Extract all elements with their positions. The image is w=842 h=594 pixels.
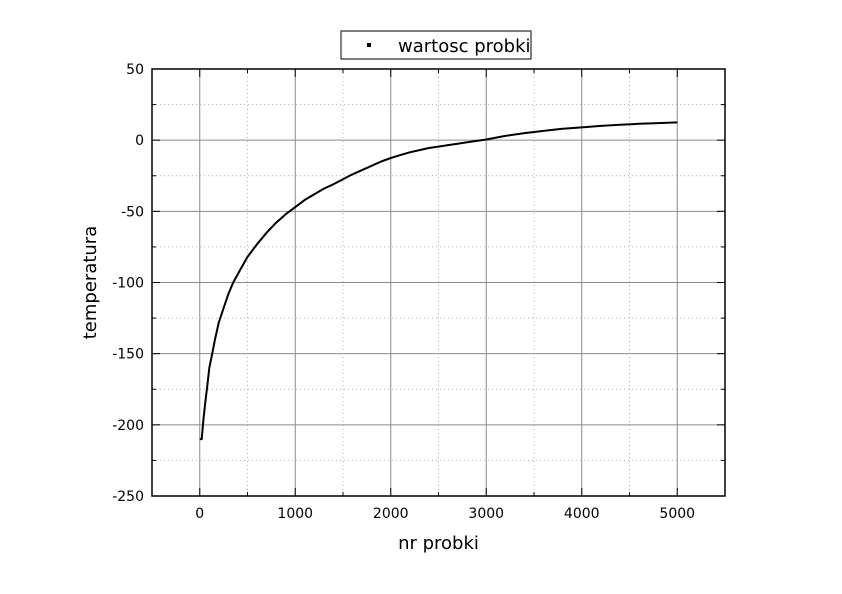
x-tick-label: 0 <box>195 506 204 522</box>
y-axis-label: temperatura <box>80 226 101 340</box>
grid <box>152 69 725 496</box>
legend: wartosc probki <box>340 30 532 60</box>
legend-box <box>340 30 532 60</box>
y-tick-label: -150 <box>112 347 144 363</box>
x-tick-label: 3000 <box>468 506 504 522</box>
x-tick-label: 2000 <box>373 506 409 522</box>
x-tick-label: 1000 <box>277 506 313 522</box>
series-line <box>199 121 678 441</box>
y-tick-label: -50 <box>121 204 144 220</box>
legend-marker <box>367 43 371 47</box>
y-tick-labels: 50 0 -50 -100 -150 -200 -250 <box>112 62 144 505</box>
x-tick-label: 5000 <box>659 506 695 522</box>
y-tick-label: 50 <box>126 62 144 78</box>
y-tick-label: -200 <box>112 418 144 434</box>
y-tick-label: -100 <box>112 276 144 292</box>
x-tick-label: 4000 <box>564 506 600 522</box>
y-tick-label: -250 <box>112 489 144 505</box>
x-tick-labels: 0 1000 2000 3000 4000 5000 <box>195 506 695 522</box>
series <box>199 121 678 441</box>
legend-label: wartosc probki <box>398 36 531 57</box>
x-axis-label: nr probki <box>398 533 479 554</box>
y-tick-label: 0 <box>135 133 144 149</box>
axis-ticks <box>152 68 725 497</box>
